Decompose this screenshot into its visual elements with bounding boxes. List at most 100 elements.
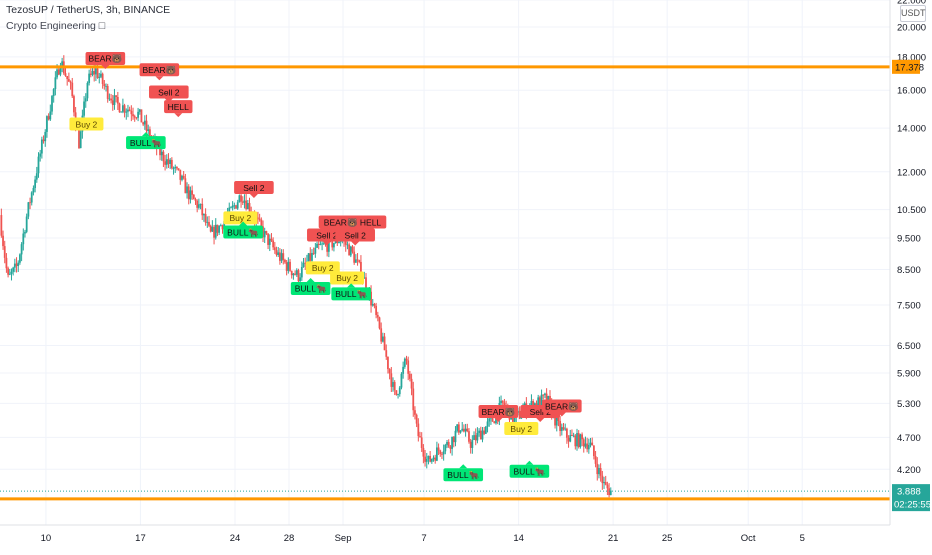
candle-body	[214, 224, 217, 238]
candle-body	[598, 468, 600, 475]
candle-body	[316, 243, 318, 248]
annotation-pointer	[494, 417, 503, 422]
candle-body	[584, 443, 587, 447]
candle-body	[469, 441, 472, 448]
candle-body	[599, 468, 602, 476]
price-tick-label: 22.000	[897, 0, 926, 7]
last-price-label: 3.888	[897, 487, 921, 498]
candle-body	[591, 442, 594, 446]
currency-badge[interactable]: USDT	[900, 5, 926, 22]
candle-body	[360, 261, 362, 279]
candle-body	[206, 221, 209, 223]
candle-body	[370, 291, 372, 306]
candle-body	[243, 200, 246, 203]
candle-body	[434, 457, 437, 461]
candle-body	[170, 159, 173, 169]
time-tick-label: Oct	[741, 533, 756, 544]
candle-body	[64, 73, 67, 76]
candle-body	[273, 247, 276, 251]
candle-body	[471, 439, 474, 448]
candle-body	[577, 433, 580, 447]
candle-body	[49, 111, 52, 120]
time-tick-label: 14	[513, 533, 524, 544]
candle-body	[402, 366, 405, 374]
candle-body	[132, 114, 134, 117]
candle-body	[182, 175, 185, 179]
price-axis-bg	[890, 0, 932, 550]
price-tick-label: 5.300	[897, 399, 921, 410]
annotation-pointer	[306, 277, 315, 282]
candle-body	[52, 89, 55, 97]
candle-body	[419, 436, 421, 438]
candle-body	[363, 277, 366, 279]
candle-body	[474, 435, 477, 441]
candle-body	[415, 414, 418, 424]
candle-body	[407, 360, 410, 374]
candle-body	[488, 418, 491, 422]
time-tick-label: Sep	[335, 533, 352, 544]
candle-body	[248, 203, 251, 213]
candle-body	[592, 445, 595, 457]
candle-body	[272, 240, 275, 248]
candle-body	[417, 423, 420, 437]
annotation-label: BEAR🐻	[88, 54, 122, 64]
annotation-label: BEAR🐻	[545, 401, 579, 411]
annotation-label: Buy 2	[336, 273, 358, 283]
candle-body	[89, 73, 92, 75]
candle-body	[449, 446, 452, 449]
candle-body	[260, 219, 263, 227]
candle-body	[213, 226, 215, 238]
candle-body	[486, 421, 489, 427]
candle-body	[268, 238, 271, 245]
candle-body	[464, 428, 467, 432]
annotation-label: Buy 2	[76, 119, 98, 129]
price-tick-label: 18.000	[897, 52, 926, 63]
annotation-buy: Buy 2	[330, 271, 365, 285]
candle-body	[381, 336, 384, 342]
candle-body	[263, 231, 266, 238]
candle-body	[203, 214, 205, 216]
candle-body	[493, 421, 496, 424]
annotation-box	[234, 181, 274, 195]
candle-body	[133, 116, 136, 118]
candle-body	[451, 436, 453, 449]
candle-body	[569, 435, 572, 442]
annotation-label: Sell 2	[158, 87, 180, 97]
candle-body	[34, 179, 37, 188]
candle-body	[501, 400, 504, 403]
candle-body	[420, 437, 423, 448]
candle-body	[544, 393, 546, 396]
candle-body	[518, 410, 521, 419]
annotation-pointer	[101, 64, 110, 69]
annotation-label: BULL🐂	[447, 470, 479, 480]
candle-body	[540, 394, 543, 407]
candle-body	[289, 261, 291, 271]
annotation-bull: BULL🐂	[509, 460, 550, 478]
candle-body	[184, 178, 187, 194]
indicator-name[interactable]: Crypto Engineering □	[6, 20, 106, 32]
candle-body	[280, 253, 283, 261]
candle-body	[54, 77, 57, 90]
candle-body	[270, 238, 273, 241]
candle-body	[461, 428, 464, 431]
annotation-box	[318, 215, 387, 229]
candle-body	[235, 205, 237, 209]
candle-body	[560, 427, 563, 431]
candle-body	[245, 200, 248, 210]
annotation-label: Buy 2	[510, 424, 532, 434]
candle-body	[537, 397, 540, 407]
candle-body	[189, 190, 192, 200]
annotation-pointer	[174, 113, 183, 118]
candle-body	[429, 455, 432, 462]
candle-body	[265, 231, 268, 234]
candle-body	[219, 225, 222, 227]
candle-body	[187, 186, 190, 200]
candle-body	[587, 445, 590, 450]
candle-body	[25, 216, 28, 232]
candle-body	[300, 266, 303, 278]
candle-body	[27, 202, 30, 217]
annotation-pointer	[557, 412, 566, 417]
candle-body	[432, 457, 435, 460]
candle-body	[530, 401, 533, 407]
